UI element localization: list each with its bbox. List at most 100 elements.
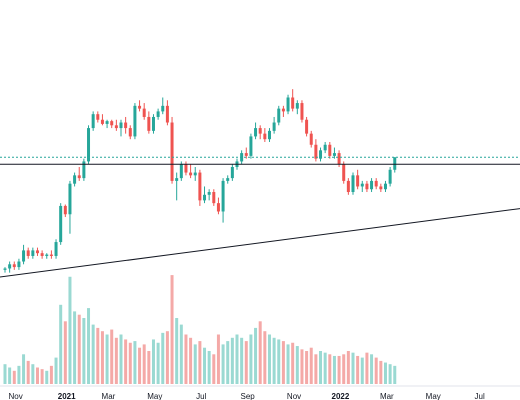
volume-bar [351,352,355,384]
volume-bar [156,342,160,384]
volume-bar [240,337,244,384]
candle [45,253,49,259]
candle-body [263,133,267,140]
candle-body [73,175,77,184]
candle [128,125,132,140]
x-tick-label: Mar [102,392,116,400]
volume-bar [49,365,53,384]
candle [91,111,95,131]
candle-body [309,133,313,145]
candle-body [17,261,21,268]
candle-body [40,253,44,256]
candle [388,167,392,187]
volume-bar [286,344,290,384]
volume-bar [203,347,207,384]
volume-bars-layer [3,275,397,384]
candle [105,119,109,129]
volume-bar [365,352,369,384]
candle [151,114,155,134]
candle [216,197,220,215]
candle [147,111,151,134]
candle [379,183,383,193]
volume-bar [179,324,183,384]
candle-body [374,180,378,187]
candle [351,172,355,195]
candle [272,116,276,134]
volume-bar [249,334,253,384]
candle [286,94,290,115]
candle-body [258,128,262,134]
candle-body [26,250,30,256]
candle [221,178,225,223]
candle [314,139,318,162]
candle-body [207,192,211,195]
candle [383,180,387,193]
candle [258,125,262,140]
candle [305,116,309,137]
candle [370,178,374,193]
candle [165,100,169,126]
candle [263,128,267,142]
candle [254,122,258,140]
volume-bar [161,332,165,384]
candle-body [193,172,197,176]
volume-bar [221,344,225,384]
candle-body [175,178,179,181]
candle-body [31,250,35,256]
volume-bar [35,367,39,384]
support-trendline[interactable] [0,198,520,279]
candle-body [105,121,109,124]
candle [393,157,397,173]
candle [226,175,230,184]
candle-body [314,144,318,159]
candle [49,250,53,259]
candle [184,161,188,176]
candle [156,108,160,120]
candle [281,105,285,117]
candle [3,267,7,273]
candle [189,164,193,179]
candle-body [142,108,146,117]
candle [63,204,67,218]
candle [277,105,281,126]
candle-body [226,178,230,181]
candle-body [35,250,39,254]
volume-bar [8,367,12,384]
candle-body [291,97,295,109]
candle [365,180,369,193]
candle-body [110,121,114,126]
candle-body [356,175,360,187]
candle [133,103,137,140]
candle [59,203,63,245]
candle-body [216,203,220,212]
candle [12,261,16,270]
candle [54,239,58,259]
candle-body [272,122,276,131]
candle [87,125,91,165]
candle-body [360,183,364,187]
candle [291,89,295,112]
candle-body [151,116,155,131]
candle-body [128,128,132,137]
candle [175,172,179,201]
candle [249,133,253,159]
x-tick-label: Nov [287,392,301,400]
candle [198,169,202,206]
candle-body [249,136,253,156]
candle-body [3,268,7,270]
volume-bar [267,334,271,384]
candle-body [124,122,128,129]
candle-body [221,180,225,212]
volume-bar [244,341,248,384]
volume-bar [263,331,267,384]
candle-body [351,175,355,193]
candle-body [54,242,58,256]
x-tick-label: May [147,392,162,400]
candle [100,114,104,126]
candle-body [68,183,72,215]
volume-bar [45,370,49,384]
candle [346,178,350,195]
candle [193,167,197,181]
candle [212,189,216,206]
